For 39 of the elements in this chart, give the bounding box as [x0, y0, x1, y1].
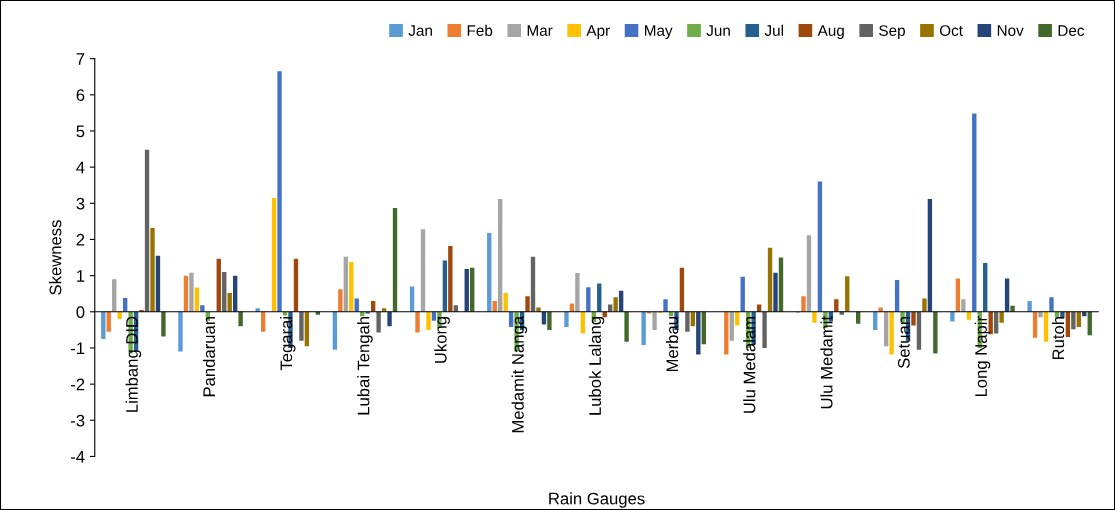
y-tick-label: -4 [70, 451, 85, 463]
y-tick-label: 1 [77, 270, 85, 282]
y-tick-label: 0 [76, 306, 85, 318]
legend-label: Aug [817, 25, 844, 39]
y-tick-label: 3 [76, 197, 85, 210]
y-tick-label: 4 [76, 161, 85, 174]
x-tick-label: Limbang DID [125, 316, 142, 412]
legend-label: Mar [527, 25, 553, 36]
y-tick-label: 5 [76, 125, 85, 138]
x-tick-label: Pandaruan [202, 317, 216, 397]
legend-label: Feb [467, 24, 493, 36]
legend-label: Jan [408, 25, 432, 36]
y-tick-label: -2 [70, 378, 85, 391]
y-tick-label: -3 [70, 414, 85, 427]
legend-label: Oct [939, 25, 963, 36]
legend-label: Sep [879, 25, 905, 39]
x-tick-label: Lubok Lalang [588, 317, 605, 415]
y-tick-label: 6 [76, 89, 85, 102]
y-tick-label: -1 [70, 342, 85, 354]
x-tick-label: Setuan [897, 317, 910, 369]
legend-label: Jun [706, 25, 730, 36]
y-tick-label: 2 [76, 233, 85, 246]
x-tick-label: Ulu Medalam [743, 317, 756, 413]
legend-label: Apr [586, 25, 610, 39]
x-axis-title: Rain Gauges [549, 492, 645, 508]
y-axis-title: Skewness [49, 220, 62, 295]
x-tick-label: Merbau [665, 317, 679, 372]
x-tick-label: Lubai Tengah [357, 317, 373, 415]
x-tick-label: Tegarai [279, 317, 296, 371]
x-tick-label: Long Napir [974, 316, 991, 397]
legend-label: May [645, 25, 673, 39]
y-tick-label: 7 [76, 53, 85, 65]
x-tick-label: Ukong [434, 317, 450, 363]
x-tick-label: Medamit Nanga [511, 315, 528, 433]
legend-label: Dec [1058, 25, 1085, 36]
legend-label: Nov [997, 25, 1024, 36]
legend-label: Jul [764, 24, 783, 36]
x-tick-label: Rutoh [1051, 317, 1065, 360]
x-tick-label: Ulu Medamit [820, 316, 833, 409]
